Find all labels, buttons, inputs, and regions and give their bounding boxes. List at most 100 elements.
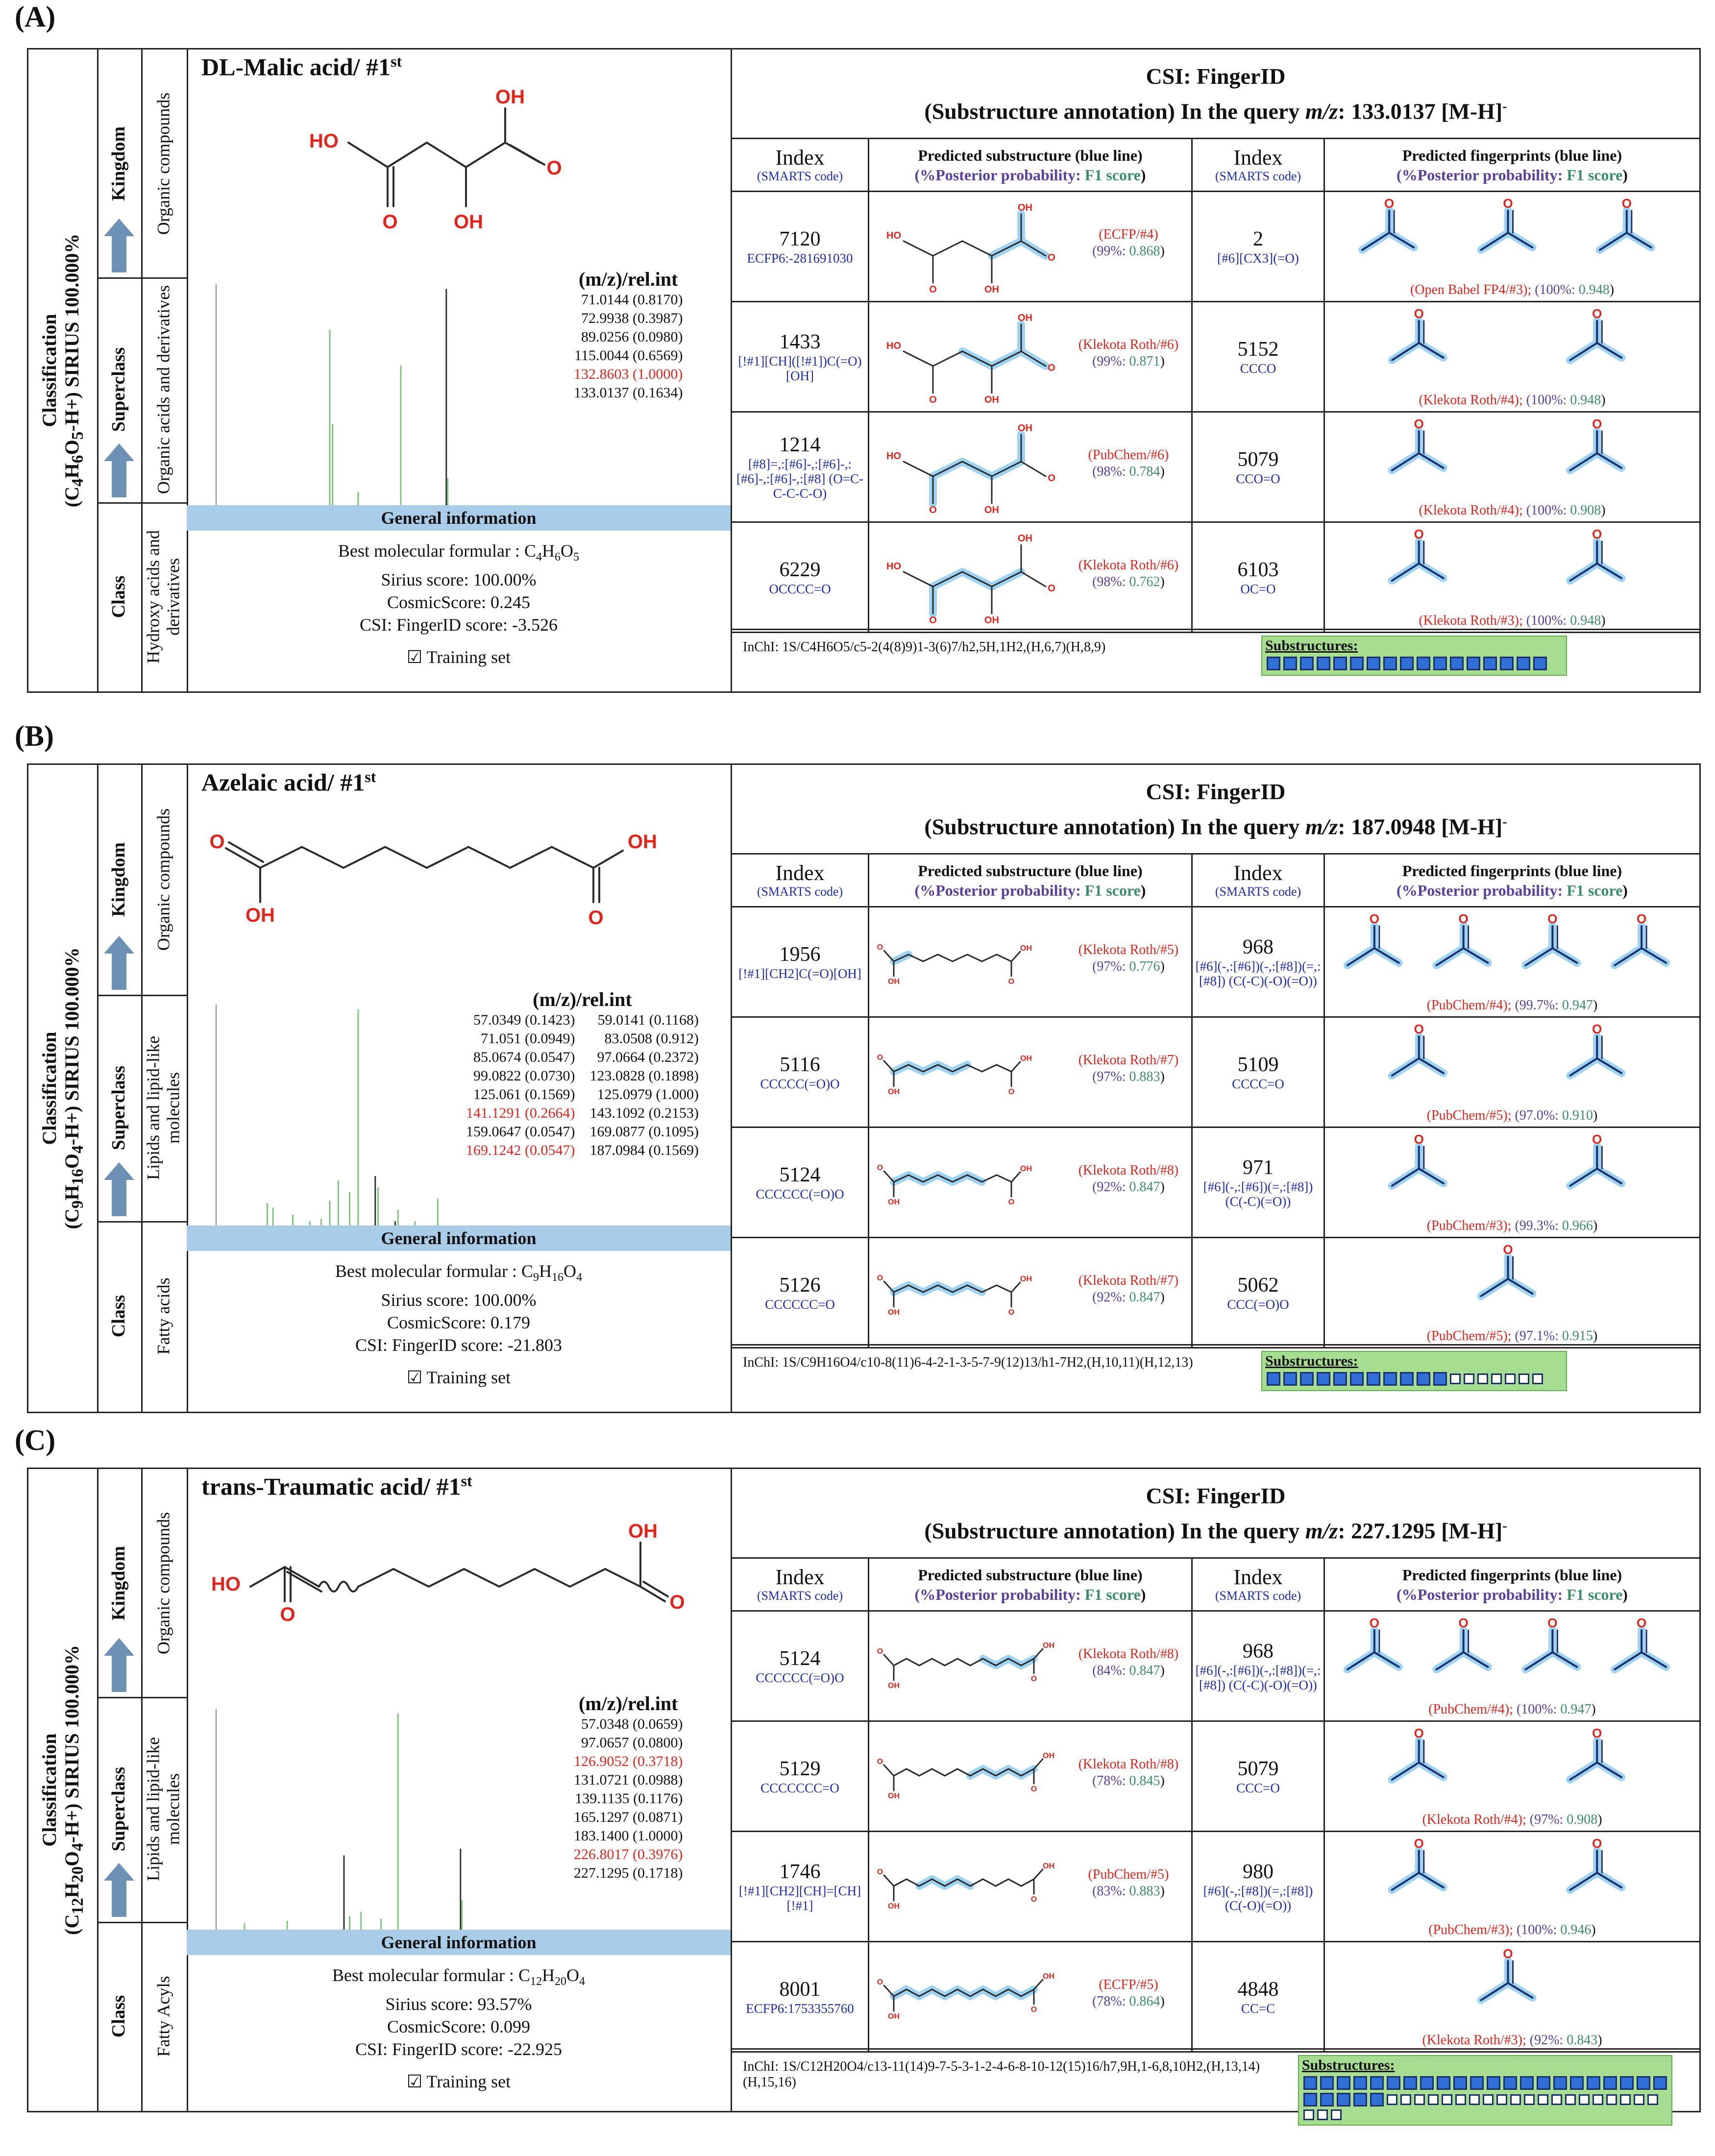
oxygen-atom: O [1592, 1836, 1602, 1851]
left-index: 5124 [779, 1164, 821, 1186]
pred-fp-cell: O O (Klekota Roth/#3); (100%: 0.948) [1323, 521, 1701, 633]
left-index: 8001 [779, 1978, 821, 2001]
substructure-table: Index (SMARTS code) Predicted substructure… [731, 1557, 1701, 2053]
right-index: 968 [1243, 1640, 1274, 1663]
f1-score: 0.910 [1562, 1108, 1593, 1123]
substructure-square [1592, 2094, 1603, 2105]
fingerprint-source: (Klekota Roth/#7) [1078, 1053, 1179, 1068]
compound-name: trans-Traumatic acid/ #1 [201, 1472, 461, 1500]
bond [1569, 342, 1598, 361]
posterior-probability: (97%: [1529, 1812, 1567, 1827]
substructure-table: Index (SMARTS code) Predicted substructure… [731, 138, 1701, 633]
bond [1020, 461, 1047, 477]
csi-title: CSI: FingerID (Substructure annotation) I… [732, 777, 1699, 842]
csi-heading: CSI: FingerID [1146, 64, 1286, 89]
footer-divider [732, 629, 1699, 630]
bond [883, 950, 895, 962]
posterior-probability: (100%: [1516, 1922, 1561, 1937]
substructure-square [1634, 2094, 1644, 2105]
paren-close: ) [1160, 1290, 1165, 1305]
posterior-probability: (97%: [1092, 959, 1129, 974]
level-value: Fatty acids [153, 1277, 173, 1355]
level-divider [97, 994, 141, 996]
substructure-square [1620, 2076, 1634, 2090]
atom-label: HO [211, 1573, 241, 1595]
fingerprint-caption: (Open Babel FP4/#3); (100%: 0.948) [1325, 282, 1699, 298]
mz-col: 59.0141 (0.1168) 83.0508 (0.912) 97.0664 (… [589, 1011, 698, 1160]
fingerprint-source: (Klekota Roth/#8) [1078, 1757, 1179, 1772]
f1-score: 0.908 [1567, 1812, 1598, 1827]
substructure-square [1450, 657, 1464, 670]
level-divider [97, 277, 141, 279]
f1-score: 0.948 [1570, 392, 1601, 408]
pred-sub-wrap: O OH OH O (ECFP/#5) (78%: 0.864) [869, 1942, 1191, 2051]
bond [981, 1064, 998, 1073]
substructure-square [1320, 2093, 1334, 2107]
f1-score: 0.843 [1567, 2033, 1598, 2048]
substructure-square [1320, 2076, 1334, 2090]
bond [1435, 1651, 1465, 1670]
substructure-square [1524, 2094, 1535, 2105]
bond [961, 571, 993, 588]
f1-score: 0.883 [1129, 1884, 1160, 1899]
classification-title: Classification [38, 1031, 60, 1145]
mz-italic: m/z [1305, 98, 1338, 124]
posterior-probability: (99%: [1092, 244, 1129, 259]
right-smarts: [#6][CX3](=O) [1217, 251, 1299, 266]
bond [944, 1768, 958, 1777]
probability-line: (99%: 0.871) [1070, 353, 1187, 370]
substructure-square [1553, 2076, 1567, 2090]
bond [347, 142, 389, 168]
chain-bond [428, 1568, 465, 1588]
atom-label: OH [1043, 1862, 1054, 1870]
right-index-cell: 5079 CCO=O [1191, 411, 1325, 523]
substructure-annotation: (Klekota Roth/#8) (84%: 0.847) [1070, 1646, 1187, 1679]
bond [1391, 563, 1420, 582]
chain-bond [357, 1568, 394, 1588]
bond [426, 142, 467, 168]
pred-fp-cell: O O O (Open Babel FP4/#3); (100%: 0.948) [1323, 191, 1701, 302]
inchi-string: InChI: 1S/C12H20O4/c13-11(14)9-7-5-3-1-2… [743, 2059, 1260, 2090]
bond [1418, 1168, 1445, 1184]
table-header: Index (SMARTS code) Predicted substructure… [731, 138, 1701, 192]
bond [642, 1581, 669, 1597]
level-value: Fatty Acyls [153, 1976, 173, 2057]
column-title: Predicted substructure (blue line) [918, 146, 1143, 164]
bond [1596, 1872, 1623, 1888]
substructure-drawing: HO O OH OH O [886, 202, 1055, 295]
bond [918, 1878, 933, 1887]
f1-score: 0.948 [1570, 613, 1601, 628]
substructure-square [1303, 2093, 1317, 2107]
oxygen-atom: O [1414, 416, 1424, 431]
formula-line: Best molecular formular : C4H6O5 [187, 539, 731, 568]
left-index: 1956 [779, 943, 821, 966]
substructure-square [1267, 657, 1280, 670]
mz-peak: 71.051 (0.0949) [481, 1030, 575, 1047]
atom-label: O [209, 831, 224, 853]
compound-info: Azelaic acid/ #1st O OH OH O (m/z)/rel.int 57.… [187, 765, 732, 1412]
pred-fp-header: Predicted fingerprints (blue line) (%Post… [1323, 1557, 1701, 1612]
level-divider [97, 502, 141, 504]
bond [932, 461, 963, 477]
left-index: 5116 [780, 1054, 820, 1076]
csi-subtitle-text: (Substructure annotation) In the query [924, 98, 1305, 124]
pred-fp-wrap: O O (PubChem/#3); (99.3%: 0.966) [1325, 1128, 1699, 1237]
classification-formula: (C12H20O4-H+) SIRIUS 100.000% [60, 1645, 87, 1935]
f1-score: 0.847 [1129, 1290, 1160, 1305]
f1-score: 0.847 [1129, 1663, 1160, 1678]
figure-panel: Classification (C9H16O4-H+) SIRIUS 100.00… [27, 763, 1701, 1413]
f1-label: F1 score [1567, 1585, 1623, 1603]
fingerprint-source: (PubChem/#5); [1426, 1328, 1515, 1344]
atom-label: OH [1043, 1642, 1054, 1650]
fingerprint-source: (Klekota Roth/#7) [1078, 1273, 1179, 1288]
table-header: Index (SMARTS code) Predicted substructure… [731, 1557, 1701, 1612]
ms2-spectrum [216, 1004, 501, 1236]
bond [1346, 1651, 1375, 1670]
right-smarts: [#6](-,:[#6])(-,:[#8])(=,:[#8]) (C(-C)(-… [1195, 1663, 1321, 1692]
probability-line: (99%: 0.868) [1070, 243, 1187, 260]
index-title: Index [775, 1565, 825, 1589]
bond [225, 847, 261, 869]
paren: ) [1140, 881, 1146, 899]
fingerprint-source: (Klekota Roth/#8) [1078, 1163, 1179, 1178]
bond [1569, 1057, 1598, 1077]
